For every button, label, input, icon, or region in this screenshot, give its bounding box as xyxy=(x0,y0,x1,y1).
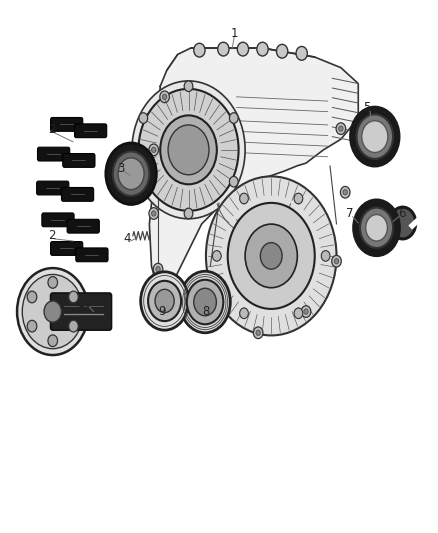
Circle shape xyxy=(152,211,156,216)
Circle shape xyxy=(257,42,268,56)
Circle shape xyxy=(194,43,205,57)
Text: 2: 2 xyxy=(48,123,55,136)
FancyBboxPatch shape xyxy=(42,213,74,227)
Circle shape xyxy=(362,120,388,152)
Circle shape xyxy=(160,91,170,103)
Circle shape xyxy=(17,268,88,355)
Circle shape xyxy=(194,288,216,316)
Circle shape xyxy=(148,281,181,321)
Circle shape xyxy=(27,320,37,332)
Circle shape xyxy=(354,200,399,255)
Circle shape xyxy=(69,320,78,332)
Circle shape xyxy=(44,301,61,322)
Circle shape xyxy=(360,208,393,248)
Circle shape xyxy=(332,255,341,267)
Circle shape xyxy=(240,193,248,204)
Circle shape xyxy=(22,274,83,349)
FancyBboxPatch shape xyxy=(74,124,107,138)
Circle shape xyxy=(162,94,167,100)
FancyBboxPatch shape xyxy=(67,219,99,233)
FancyBboxPatch shape xyxy=(38,147,70,161)
Circle shape xyxy=(187,280,223,324)
Circle shape xyxy=(201,306,211,317)
Circle shape xyxy=(294,308,303,319)
Circle shape xyxy=(253,327,263,338)
Circle shape xyxy=(138,89,239,211)
FancyBboxPatch shape xyxy=(61,188,94,201)
Circle shape xyxy=(336,123,346,134)
FancyBboxPatch shape xyxy=(50,293,112,330)
Circle shape xyxy=(113,151,149,196)
Circle shape xyxy=(149,208,159,219)
Circle shape xyxy=(321,251,330,261)
Circle shape xyxy=(340,187,350,198)
Circle shape xyxy=(204,309,208,314)
Text: 1: 1 xyxy=(230,27,238,39)
Circle shape xyxy=(296,46,307,60)
Circle shape xyxy=(106,143,156,205)
Circle shape xyxy=(390,207,416,239)
Circle shape xyxy=(69,291,78,303)
Circle shape xyxy=(339,126,343,131)
Circle shape xyxy=(230,113,238,123)
Circle shape xyxy=(152,147,156,152)
Circle shape xyxy=(139,113,148,123)
Circle shape xyxy=(153,263,163,275)
Polygon shape xyxy=(149,48,358,298)
Circle shape xyxy=(357,114,393,159)
Circle shape xyxy=(237,42,249,56)
Text: 5: 5 xyxy=(363,101,371,114)
Circle shape xyxy=(155,289,174,313)
Circle shape xyxy=(228,203,315,309)
Circle shape xyxy=(276,44,288,58)
Circle shape xyxy=(168,125,209,175)
Circle shape xyxy=(48,335,57,346)
Circle shape xyxy=(156,266,160,272)
Circle shape xyxy=(294,193,303,204)
FancyBboxPatch shape xyxy=(63,154,95,167)
Circle shape xyxy=(230,176,238,187)
Circle shape xyxy=(260,243,282,269)
Text: 2: 2 xyxy=(48,229,55,242)
Circle shape xyxy=(139,176,148,187)
Circle shape xyxy=(132,81,245,219)
Circle shape xyxy=(304,309,308,314)
Circle shape xyxy=(160,115,217,184)
FancyBboxPatch shape xyxy=(37,181,69,195)
Circle shape xyxy=(118,158,144,190)
Circle shape xyxy=(184,208,193,219)
Text: 9: 9 xyxy=(158,305,165,318)
Circle shape xyxy=(206,176,336,335)
Text: 6: 6 xyxy=(398,207,406,220)
FancyBboxPatch shape xyxy=(50,241,83,255)
Circle shape xyxy=(141,272,188,330)
Circle shape xyxy=(301,306,311,317)
Circle shape xyxy=(27,291,37,303)
Circle shape xyxy=(351,108,399,166)
Circle shape xyxy=(334,259,339,264)
Circle shape xyxy=(240,308,248,319)
FancyBboxPatch shape xyxy=(50,117,83,131)
Circle shape xyxy=(343,190,347,195)
FancyBboxPatch shape xyxy=(76,248,108,262)
Text: 8: 8 xyxy=(202,305,210,318)
Text: 4: 4 xyxy=(124,232,131,245)
Circle shape xyxy=(184,81,193,92)
Circle shape xyxy=(256,330,260,335)
Circle shape xyxy=(212,251,221,261)
Circle shape xyxy=(366,215,388,241)
Circle shape xyxy=(245,224,297,288)
Text: 7: 7 xyxy=(346,207,353,220)
Circle shape xyxy=(48,277,57,288)
Circle shape xyxy=(218,42,229,56)
Circle shape xyxy=(180,271,230,333)
Text: 10: 10 xyxy=(78,297,93,310)
Text: 3: 3 xyxy=(117,162,125,175)
Circle shape xyxy=(149,144,159,156)
